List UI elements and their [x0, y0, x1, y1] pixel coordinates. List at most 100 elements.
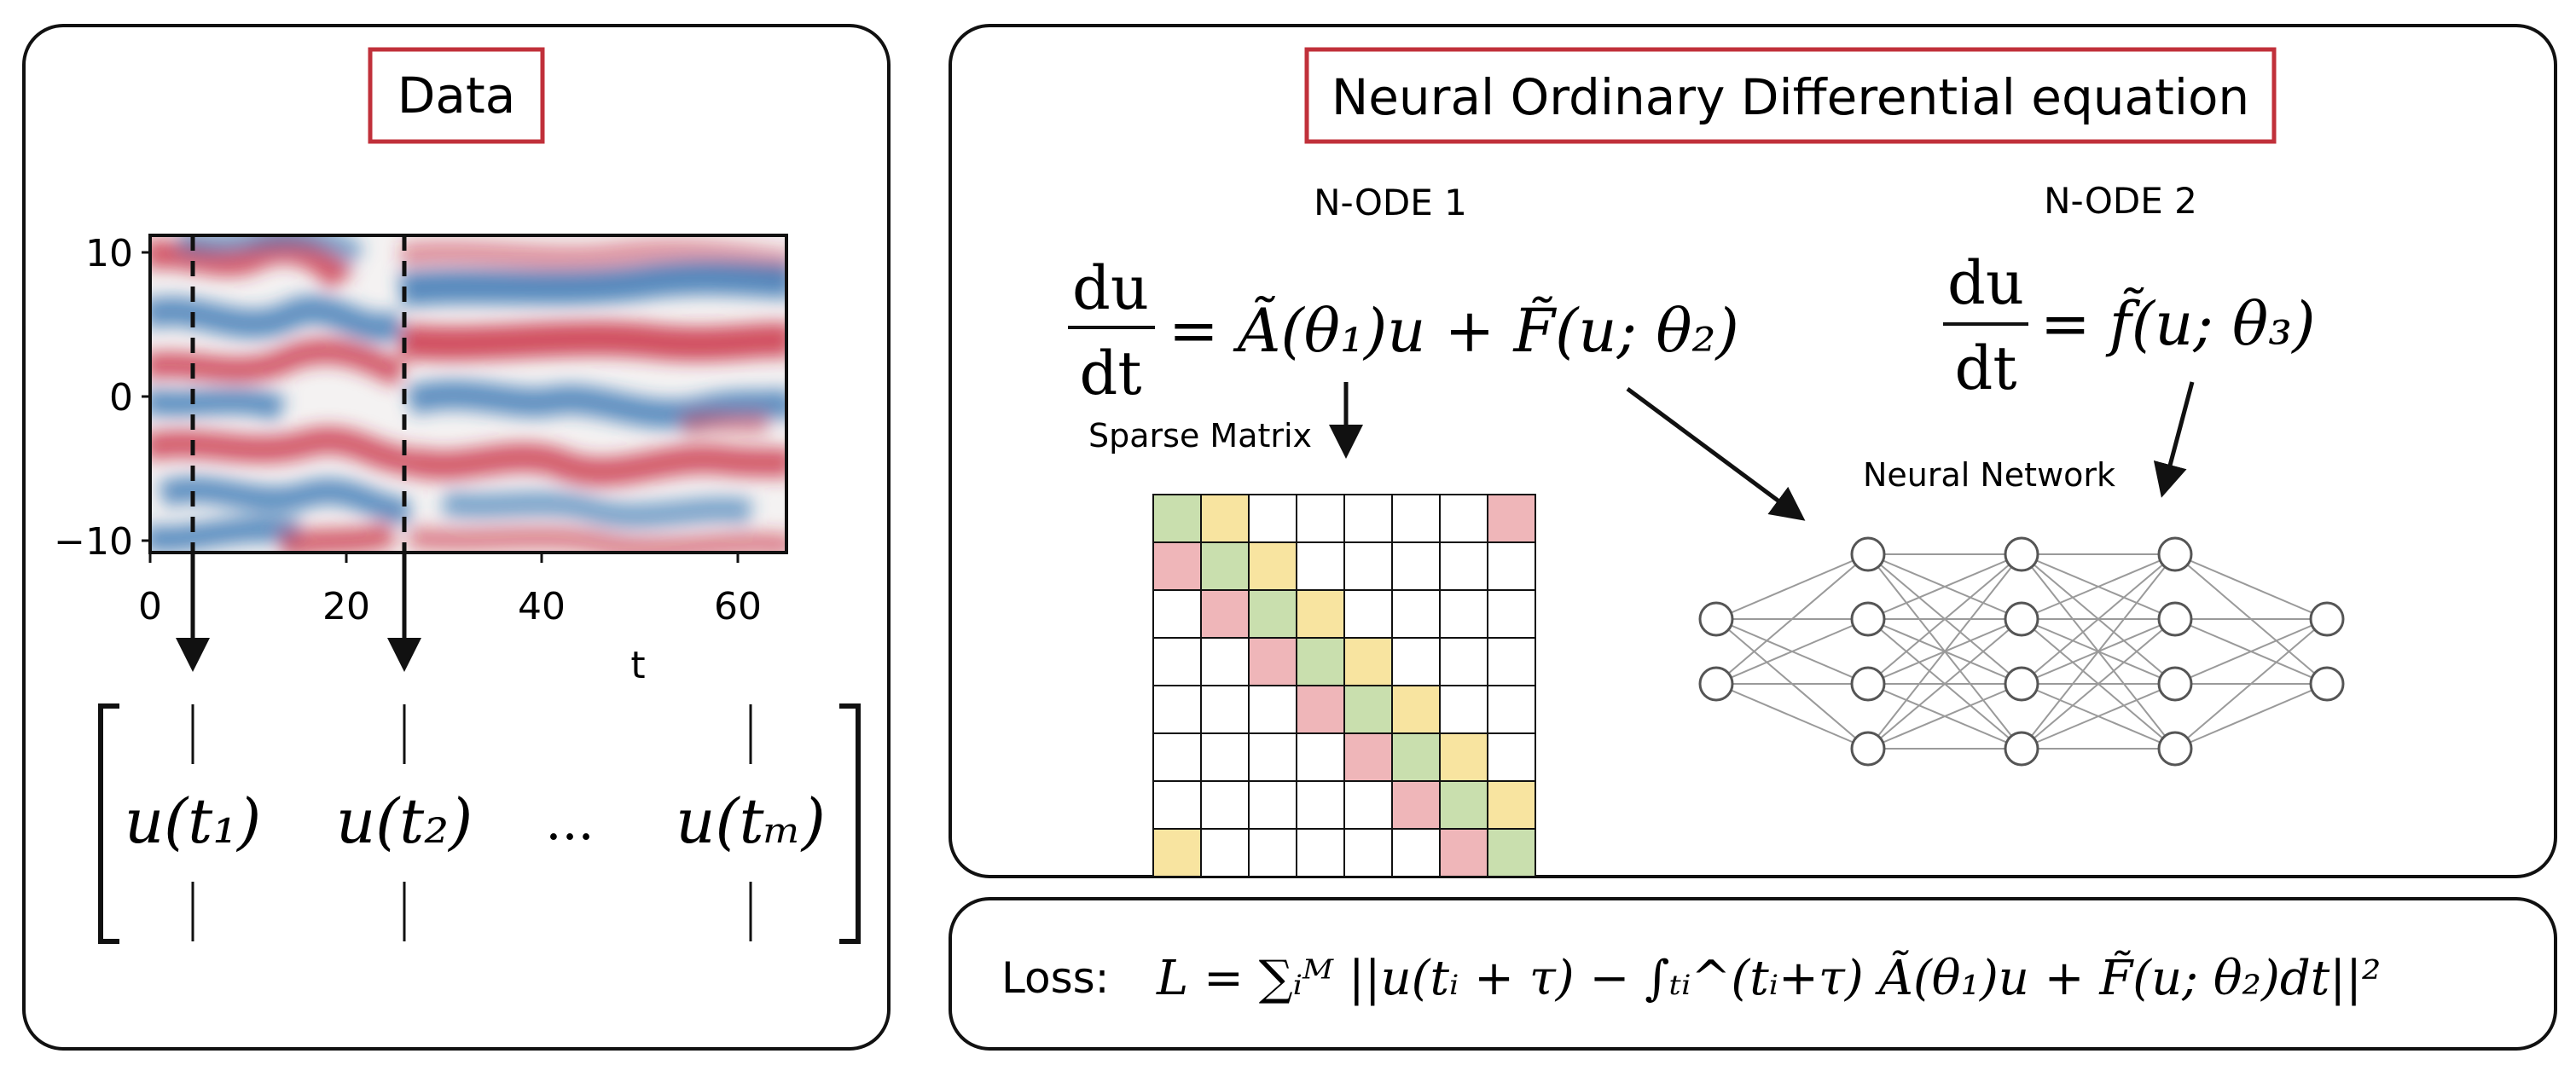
network-node — [2157, 601, 2193, 637]
sparse-cell — [1200, 732, 1250, 782]
sparse-cell — [1248, 780, 1297, 830]
network-edge — [2021, 553, 2176, 620]
sparse-cell — [1487, 780, 1536, 830]
sparse-cell — [1391, 541, 1441, 591]
svg-text:= f̃(u; θ₃): = f̃(u; θ₃) — [2040, 288, 2316, 359]
loss-formula: L = ∑ᵢᴹ ||u(tᵢ + τ) − ∫ₜᵢ^(tᵢ+τ) Ã(θ₁)u … — [1156, 950, 2381, 1006]
sparse-cell — [1296, 541, 1345, 591]
neural-network — [1698, 536, 2345, 767]
network-node — [1850, 536, 1886, 572]
sparse-cell — [1296, 685, 1345, 734]
sparse-cell — [1296, 637, 1345, 686]
sparse-cell — [1343, 685, 1393, 734]
sparse-matrix — [1152, 494, 1536, 877]
network-edge — [2174, 618, 2328, 750]
network-edge — [2021, 553, 2176, 685]
arrow-to-network — [1626, 386, 1806, 521]
network-node — [1698, 601, 1734, 637]
network-edge — [1867, 553, 2022, 685]
svg-text:du: du — [1072, 253, 1149, 323]
network-node — [1698, 666, 1734, 702]
arrow-from-node2 — [2153, 381, 2195, 498]
heatmap-field — [150, 235, 786, 553]
network-node — [2309, 666, 2345, 702]
sparse-cell — [1296, 780, 1345, 830]
sparse-cell — [1439, 637, 1488, 686]
sparse-cell — [1248, 685, 1297, 734]
sparse-cell — [1200, 637, 1250, 686]
sparse-cell — [1487, 589, 1536, 639]
matrix-col-u-tm: u(tₘ) — [676, 785, 826, 857]
sparse-matrix-label: Sparse Matrix — [1088, 417, 1312, 454]
network-node — [2157, 536, 2193, 572]
node2-equation: du dt = f̃(u; θ₃) — [1943, 248, 2316, 403]
sparse-cell — [1439, 494, 1488, 543]
sparse-cell — [1391, 685, 1441, 734]
sparse-cell — [1439, 780, 1488, 830]
sparse-cell — [1248, 541, 1297, 591]
loss-label: Loss: — [1001, 953, 1110, 1003]
network-edge — [1867, 683, 2022, 750]
sparse-cell — [1152, 541, 1202, 591]
sparse-cell — [1343, 589, 1393, 639]
sparse-cell — [1200, 780, 1250, 830]
sparse-cell — [1343, 828, 1393, 877]
network-node — [2004, 666, 2039, 702]
sparse-cell — [1296, 732, 1345, 782]
network-edge — [2021, 683, 2176, 750]
node1-label: N-ODE 1 — [1314, 182, 1467, 223]
y-tick-0: 0 — [109, 376, 133, 420]
x-tick-40: 40 — [518, 585, 566, 628]
sparse-cell — [1439, 828, 1488, 877]
heatmap: 10 0 −10 0 20 40 60 t — [54, 232, 788, 687]
sparse-cell — [1391, 494, 1441, 543]
network-edge — [2021, 553, 2176, 750]
y-tick-10: 10 — [85, 232, 133, 275]
sparse-cell — [1296, 828, 1345, 877]
x-tick-20: 20 — [322, 585, 370, 628]
svg-text:dt: dt — [1080, 339, 1142, 408]
network-edge — [2174, 683, 2328, 750]
x-tick-60: 60 — [714, 585, 762, 628]
network-node — [2004, 536, 2039, 572]
x-tick-0: 0 — [138, 585, 162, 628]
matrix-col-u-t2: u(t₂) — [336, 785, 473, 857]
network-edge — [1715, 683, 1869, 750]
sparse-cell — [1152, 732, 1202, 782]
sparse-cell — [1487, 732, 1536, 782]
node-title: Neural Ordinary Differential equation — [1332, 68, 2249, 126]
data-title-box — [368, 47, 545, 144]
sparse-cell — [1343, 541, 1393, 591]
sparse-cell — [1248, 828, 1297, 877]
network-node — [2157, 666, 2193, 702]
network-edge — [2021, 618, 2176, 750]
sparse-cell — [1152, 637, 1202, 686]
node-title-box — [1304, 47, 2277, 144]
sparse-cell — [1391, 780, 1441, 830]
sparse-cell — [1439, 589, 1488, 639]
sparse-cell — [1248, 732, 1297, 782]
network-node — [1850, 731, 1886, 767]
y-tick-neg10: −10 — [54, 520, 133, 564]
sparse-cell — [1200, 494, 1250, 543]
network-edge — [2174, 553, 2328, 620]
x-axis-label: t — [630, 644, 645, 687]
sparse-cell — [1343, 494, 1393, 543]
sparse-cell — [1391, 828, 1441, 877]
network-node — [2004, 731, 2039, 767]
neural-network-label: Neural Network — [1863, 456, 2115, 494]
sparse-cell — [1343, 780, 1393, 830]
sparse-cell — [1487, 828, 1536, 877]
network-node — [1850, 666, 1886, 702]
sparse-cell — [1343, 732, 1393, 782]
sparse-cell — [1152, 780, 1202, 830]
network-edge — [1867, 618, 2022, 750]
sparse-cell — [1296, 494, 1345, 543]
sparse-cell — [1296, 589, 1345, 639]
sparse-cell — [1248, 589, 1297, 639]
svg-text:dt: dt — [1955, 333, 2017, 403]
network-edge — [2174, 618, 2328, 685]
network-node — [2309, 601, 2345, 637]
sparse-cell — [1487, 685, 1536, 734]
sparse-cell — [1200, 685, 1250, 734]
